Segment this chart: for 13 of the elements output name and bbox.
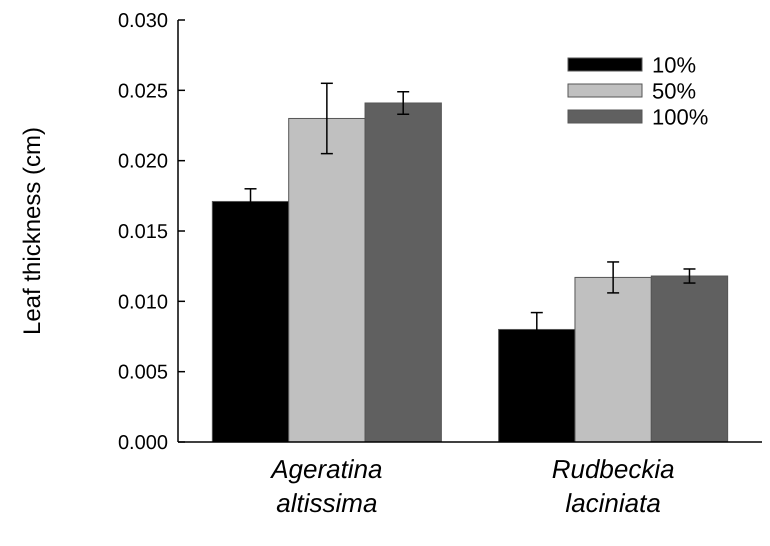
y-tick-label: 0.025: [118, 80, 168, 102]
x-tick-label: Ageratina altissima: [269, 454, 383, 518]
y-tick-label: 0.020: [118, 150, 168, 173]
y-tick-label: 0.010: [118, 291, 168, 314]
y-tick-label: 0.000: [118, 432, 168, 454]
y-tick-label: 0.030: [118, 10, 168, 32]
y-tick-label: 0.015: [118, 221, 168, 243]
y-tick-label: 0.005: [118, 362, 168, 384]
legend-label: 10%: [652, 52, 696, 78]
y-axis-title: Leaf thickness (cm): [19, 126, 46, 336]
legend-label: 50%: [652, 78, 696, 104]
legend-label: 100%: [652, 104, 708, 130]
x-tick-label: Rudbeckia laciniata: [552, 454, 675, 518]
